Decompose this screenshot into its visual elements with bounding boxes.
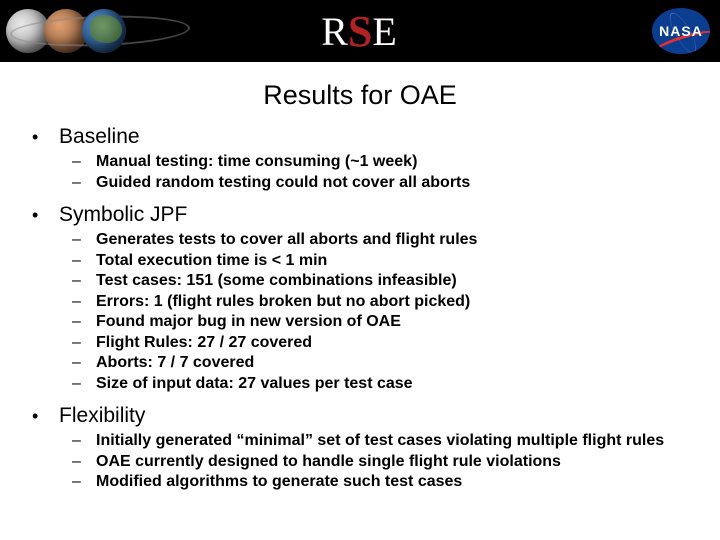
slide-title: Results for OAE — [0, 80, 720, 111]
list-item: Guided random testing could not cover al… — [96, 173, 690, 193]
section-heading: Flexibility — [59, 404, 145, 427]
list-item: Size of input data: 27 values per test c… — [96, 374, 690, 394]
section-flexibility: Flexibility Initially generated “minimal… — [54, 404, 690, 493]
bullet-list-level2: Manual testing: time consuming (~1 week)… — [96, 152, 690, 193]
rse-logo: R S E — [321, 6, 399, 57]
section-heading: Symbolic JPF — [59, 203, 187, 226]
list-item: Manual testing: time consuming (~1 week) — [96, 152, 690, 172]
list-item: Aborts: 7 / 7 covered — [96, 353, 690, 373]
bullet-list-level1: Baseline Manual testing: time consuming … — [54, 125, 690, 493]
list-item: Flight Rules: 27 / 27 covered — [96, 333, 690, 353]
slide-body: Baseline Manual testing: time consuming … — [0, 125, 720, 493]
list-item: Generates tests to cover all aborts and … — [96, 230, 690, 250]
list-item: Errors: 1 (flight rules broken but no ab… — [96, 292, 690, 312]
bullet-list-level2: Initially generated “minimal” set of tes… — [96, 431, 690, 492]
list-item: Total execution time is < 1 min — [96, 251, 690, 271]
list-item: OAE currently designed to handle single … — [96, 452, 690, 472]
section-heading: Baseline — [59, 125, 140, 148]
rse-logo-s: S — [348, 6, 374, 57]
rse-logo-e: E — [372, 8, 398, 55]
list-item: Test cases: 151 (some combinations infea… — [96, 271, 690, 291]
rse-logo-r: R — [321, 8, 350, 55]
section-baseline: Baseline Manual testing: time consuming … — [54, 125, 690, 193]
list-item: Modified algorithms to generate such tes… — [96, 472, 690, 492]
earth-icon — [82, 9, 126, 53]
bullet-list-level2: Generates tests to cover all aborts and … — [96, 230, 690, 394]
header-banner: R S E NASA — [0, 0, 720, 62]
section-symbolic-jpf: Symbolic JPF Generates tests to cover al… — [54, 203, 690, 394]
nasa-logo: NASA — [652, 8, 710, 54]
list-item: Initially generated “minimal” set of tes… — [96, 431, 690, 451]
nasa-logo-text: NASA — [659, 23, 703, 39]
list-item: Found major bug in new version of OAE — [96, 312, 690, 332]
